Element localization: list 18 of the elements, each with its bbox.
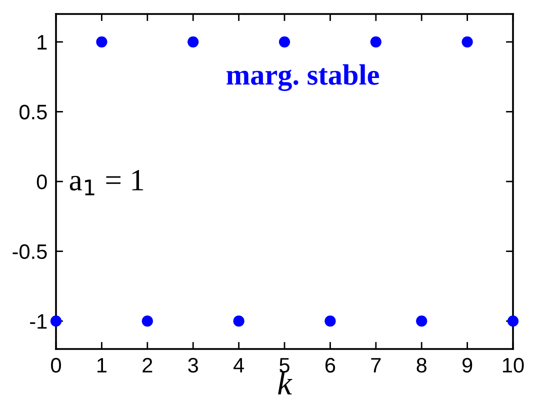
x-tick-label: 2 [142, 358, 152, 372]
x-tick-label: 9 [462, 358, 472, 373]
y-tick-label: 0.5 [20, 104, 47, 120]
x-tick-label: 4 [233, 358, 244, 372]
y-tick-label: -1 [30, 314, 47, 329]
y-tick-label: 0 [36, 174, 47, 190]
x-tick-label: 1 [97, 358, 106, 372]
annotation: a$_{1}$ = 1 [70, 170, 144, 196]
x-tick-label: 10 [503, 358, 524, 373]
y-tick-label: -0.5 [12, 244, 47, 260]
x-tick-label: 0 [51, 358, 61, 373]
x-axis-title: k [278, 371, 292, 394]
annotation: marg. stable [226, 64, 379, 91]
x-tick-label: 6 [325, 358, 336, 373]
x-tick-label: 8 [416, 358, 426, 373]
x-tick-label: 3 [188, 358, 198, 373]
x-tick-label: 7 [371, 358, 381, 372]
y-tick-label: 1 [38, 35, 47, 50]
